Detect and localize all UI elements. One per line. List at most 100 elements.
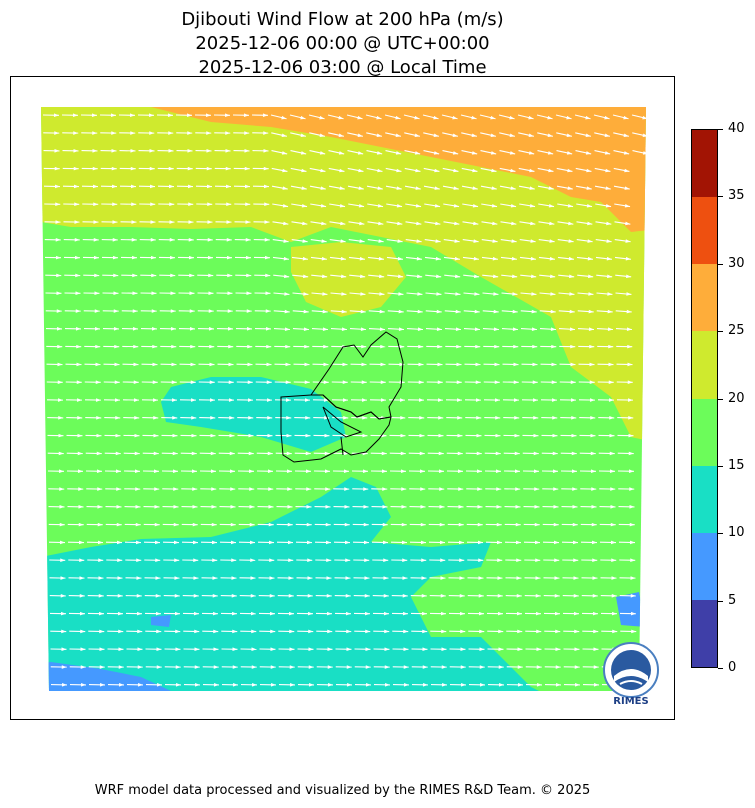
wind-vector-head xyxy=(400,469,406,474)
wind-vector-head xyxy=(571,416,577,420)
wind-vector-head xyxy=(345,558,351,563)
wind-vector-head xyxy=(287,505,293,509)
wind-vector-head xyxy=(319,151,326,155)
wind-vector-head xyxy=(568,256,574,261)
wind-vector-head xyxy=(478,594,484,598)
wind-vector-head xyxy=(382,522,388,527)
wind-vector-head xyxy=(55,220,61,224)
wind-vector-head xyxy=(358,168,364,173)
wind-vector-head xyxy=(79,611,85,616)
wind-vector-head xyxy=(587,256,593,261)
wind-vector-head xyxy=(285,362,291,367)
wind-vector-head xyxy=(611,611,617,616)
wind-vector-head xyxy=(550,327,556,332)
wind-vector-head xyxy=(190,380,196,385)
wind-vector-head xyxy=(627,398,633,402)
wind-vector-head xyxy=(535,594,541,598)
wind-vector-head xyxy=(115,433,121,438)
wind-vector-head xyxy=(247,398,253,402)
wind-vector-head xyxy=(433,133,439,137)
wind-vector-head xyxy=(149,149,155,153)
wind-vector-head xyxy=(263,149,269,153)
wind-vector-head xyxy=(76,344,82,349)
wind-vector-head xyxy=(494,380,500,385)
wind-vector-head xyxy=(188,255,194,260)
wind-vector-head xyxy=(529,204,536,208)
wind-vector-head xyxy=(376,151,383,155)
wind-vector-head xyxy=(251,665,257,669)
wind-vector-head xyxy=(288,594,294,598)
wind-vector-head xyxy=(284,327,290,332)
wind-vector-head xyxy=(363,522,369,527)
wind-vector-head xyxy=(75,327,81,331)
wind-vector-head xyxy=(569,309,575,314)
wind-vector-head xyxy=(380,362,386,367)
wind-vector-head xyxy=(606,221,612,226)
wind-vector-head xyxy=(265,327,271,331)
wind-vector-head xyxy=(134,469,140,474)
wind-vector-head xyxy=(548,186,554,190)
wind-vector-head xyxy=(154,505,160,509)
wind-vector-head xyxy=(130,149,136,153)
wind-vector-head xyxy=(54,166,60,171)
wind-vector-head xyxy=(230,505,236,509)
wind-vector-head xyxy=(118,683,124,687)
wind-vector-head xyxy=(531,327,537,332)
wind-vector-head xyxy=(399,362,405,367)
wind-vector-head xyxy=(284,274,290,279)
wind-vector-head xyxy=(416,256,422,261)
wind-vector-head xyxy=(116,505,122,509)
wind-vector-head xyxy=(605,204,612,208)
wind-vector-head xyxy=(436,309,442,314)
wind-vector-head xyxy=(57,362,63,367)
wind-vector-head xyxy=(210,451,216,456)
wind-vector-head xyxy=(515,505,521,509)
wind-vector-head xyxy=(61,683,67,687)
wind-vector-head xyxy=(61,629,67,634)
wind-vector-head xyxy=(422,647,428,652)
wind-vector-head xyxy=(232,683,238,687)
wind-vector-head xyxy=(55,238,61,242)
wind-vector-head xyxy=(282,204,289,208)
wind-vector-head xyxy=(630,611,636,616)
wind-vector-head xyxy=(209,362,215,367)
wind-vector-head xyxy=(608,344,614,349)
map-panel xyxy=(10,76,675,720)
wind-vector-head xyxy=(305,451,311,456)
wind-vector-head xyxy=(284,292,290,296)
wind-vector-head xyxy=(262,113,268,118)
wind-vector-head xyxy=(492,239,498,243)
colorbar-segment-25-30 xyxy=(692,264,717,332)
wind-vector-head xyxy=(415,186,421,190)
wind-vector-head xyxy=(365,629,371,634)
wind-vector-head xyxy=(323,380,329,385)
wind-vector-head xyxy=(246,291,252,296)
wind-vector-head xyxy=(263,131,269,135)
wind-vector-head xyxy=(574,665,580,669)
wind-vector-head xyxy=(60,558,66,563)
wind-vector-head xyxy=(436,274,442,279)
wind-vector-head xyxy=(211,505,217,509)
wind-vector-head xyxy=(384,647,390,652)
wind-vector-head xyxy=(341,292,347,296)
wind-vector-head xyxy=(591,540,597,545)
wind-vector-head xyxy=(416,221,422,226)
wind-vector-head xyxy=(403,683,409,687)
wind-vector-head xyxy=(454,221,460,226)
wind-vector-head xyxy=(479,647,485,652)
wind-vector-head xyxy=(472,186,478,190)
wind-vector-head xyxy=(79,576,85,580)
wind-vector-head xyxy=(98,594,104,598)
wind-vector-head xyxy=(95,380,101,385)
wind-vector-head xyxy=(627,380,633,385)
wind-vector-head xyxy=(98,611,104,616)
wind-vector-head xyxy=(151,327,157,331)
wind-vector-head xyxy=(132,273,138,278)
wind-vector-head xyxy=(440,611,446,616)
wind-vector-head xyxy=(96,416,102,420)
wind-vector-head xyxy=(303,292,309,296)
colorbar-tick: 10 xyxy=(718,526,745,540)
wind-vector-head xyxy=(572,540,578,545)
wind-vector-head xyxy=(225,149,231,153)
wind-vector-head xyxy=(553,487,559,491)
